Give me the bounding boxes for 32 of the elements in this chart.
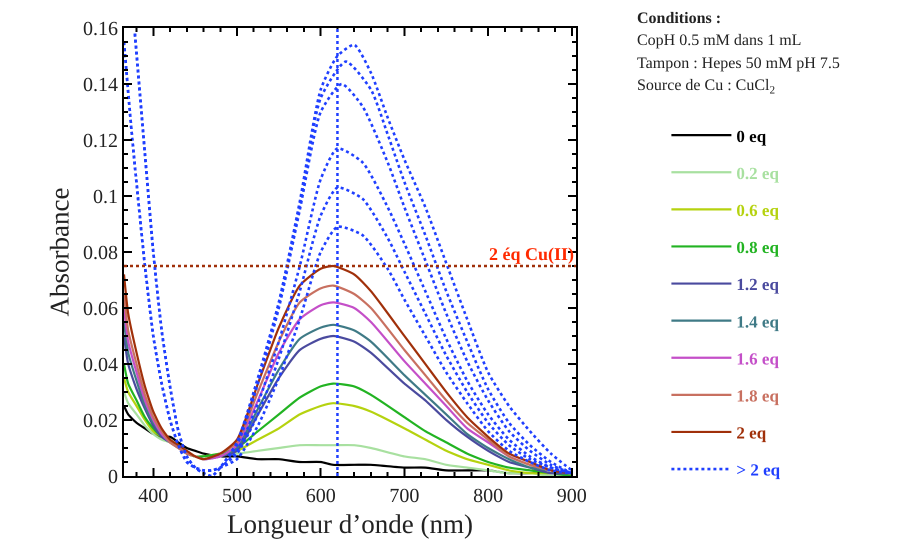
x-axis-title: Longueur d’onde (nm)	[227, 508, 473, 539]
y-tick-label: 0	[108, 466, 118, 488]
x-tick-label: 400	[138, 485, 168, 507]
y-tick-label: 0.14	[83, 74, 118, 96]
legend-label: 0.2 eq	[736, 164, 780, 183]
legend-label: 2 eq	[736, 424, 767, 443]
legend-label: 1.2 eq	[736, 275, 780, 294]
y-tick-label: 0.02	[83, 410, 118, 432]
legend-label: 0 eq	[736, 126, 767, 146]
text: Tampon : Hepes 50 mM pH 7.5	[637, 55, 840, 72]
legend-label: 0.8 eq	[736, 238, 780, 258]
legend-label: 1.6 eq	[736, 349, 780, 368]
legend-label: > 2 eq	[736, 460, 781, 480]
x-tick-label: 500	[222, 485, 252, 507]
y-axis-title: Absorbance	[44, 188, 75, 316]
legend-label: 1.4 eq	[736, 312, 780, 332]
legend-label: 0.6 eq	[736, 200, 780, 220]
y-tick-label: 0.08	[83, 242, 118, 264]
y-tick-label: 0.06	[83, 298, 118, 320]
y-tick-label: 0.16	[83, 18, 118, 40]
legend-label: 1.8 eq	[736, 386, 780, 406]
x-tick-label: 600	[306, 485, 336, 507]
y-tick-label: 0.1	[93, 186, 118, 208]
x-tick-label: 900	[556, 485, 587, 507]
text: CopH 0.5 mM dans 1 mL	[637, 32, 802, 49]
x-tick-label: 700	[389, 485, 420, 507]
text: Conditions :	[637, 10, 722, 27]
source-note: Source de Cu : CuCl$_{2}$	[637, 77, 776, 96]
x-tick-label: 800	[473, 485, 504, 507]
y-tick-label: 0.04	[83, 354, 118, 376]
ref-line-label: 2 éq Cu(II)	[489, 244, 574, 264]
y-tick-label: 0.12	[83, 130, 118, 152]
